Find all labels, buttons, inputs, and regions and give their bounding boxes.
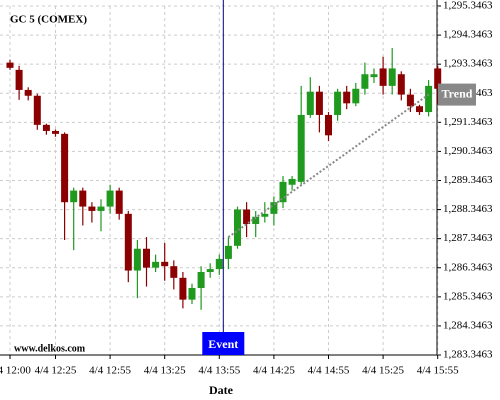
event-label-box: [202, 332, 245, 355]
x-tick-label: 4/4 14:25: [253, 365, 295, 377]
candle-body: [416, 106, 423, 113]
x-tick-label: 4/4 13:55: [198, 365, 240, 377]
candle-body: [33, 95, 41, 125]
y-tick-label: 1,295.3463: [443, 0, 493, 12]
candle-body: [52, 130, 59, 134]
candle-body: [397, 74, 405, 95]
event-label: Event: [208, 337, 238, 351]
candle-body: [106, 190, 114, 207]
candle-body: [188, 288, 196, 300]
candle-body: [370, 74, 378, 78]
candle-body: [352, 88, 360, 104]
y-tick-label: 1,287.3463: [443, 232, 493, 244]
candle-body: [434, 68, 442, 89]
y-tick-label: 1,283.3463: [443, 349, 493, 361]
x-tick-label: 4/4 15:25: [362, 365, 404, 377]
candle-body: [315, 91, 323, 115]
trend-line: [227, 93, 430, 238]
candle-body: [361, 74, 369, 89]
candle-body: [161, 261, 169, 267]
x-tick-label: 4/4 14:55: [308, 365, 350, 377]
candle-body: [133, 248, 141, 271]
x-tick-label: 4/4 13:25: [144, 365, 186, 377]
candle-body: [179, 277, 187, 300]
candle-body: [234, 209, 241, 246]
x-tick-label: 4/4 12:00: [0, 365, 31, 377]
candle-body: [215, 258, 223, 270]
y-tick-label: 1,285.3463: [443, 290, 493, 302]
candle-body: [270, 202, 278, 214]
y-tick-label: 1,290.3463: [443, 145, 493, 157]
candle-body: [15, 69, 23, 90]
y-tick-label: 1,293.3463: [443, 58, 493, 70]
candle-body: [297, 114, 305, 182]
candle-body: [6, 62, 14, 68]
chart-title: GC 5 (COMEX): [10, 14, 87, 26]
candle-body: [88, 206, 96, 211]
x-axis-title: Date: [209, 383, 234, 397]
candle-body: [343, 91, 351, 104]
candle-body: [143, 248, 150, 268]
candle-body: [206, 269, 214, 273]
y-tick-label: 1,286.3463: [443, 261, 493, 273]
candle-body: [124, 213, 132, 271]
x-tick-label: 4/4 12:25: [35, 365, 77, 377]
y-tick-label: 1,289.3463: [443, 174, 493, 186]
candle-body: [325, 114, 332, 136]
candle-body: [152, 261, 160, 268]
x-tick-label: 4/4 15:55: [417, 365, 459, 377]
candle-body: [79, 190, 87, 207]
candle-body: [42, 124, 50, 131]
x-tick-label: 4/4 12:55: [89, 365, 131, 377]
candle-body: [170, 266, 178, 278]
candle-body: [288, 178, 296, 185]
candle-body: [197, 272, 205, 289]
candle-body: [261, 213, 269, 217]
trend-label: Trend: [442, 86, 473, 100]
candle-body: [425, 85, 433, 113]
candle-body: [334, 91, 342, 115]
candle-body: [61, 133, 69, 203]
candle-body: [243, 209, 251, 225]
candle-body: [306, 91, 314, 115]
candle-body: [279, 181, 287, 203]
candle-body: [115, 190, 123, 214]
trend-label-box: [438, 83, 476, 106]
candle-body: [379, 68, 387, 86]
candle-body: [70, 190, 78, 203]
y-tick-label: 1,284.3463: [443, 319, 493, 331]
watermark: www.delkos.com: [14, 343, 86, 354]
candle-body: [24, 89, 32, 96]
y-tick-label: 1,288.3463: [443, 203, 493, 215]
y-tick-label: 1,294.3463: [443, 29, 493, 41]
candle-body: [97, 206, 105, 211]
y-tick-label: 1,291.3463: [443, 116, 493, 128]
candle-body: [224, 245, 232, 259]
candle-body: [388, 68, 396, 86]
candle-body: [406, 94, 414, 107]
candle-body: [252, 216, 260, 225]
